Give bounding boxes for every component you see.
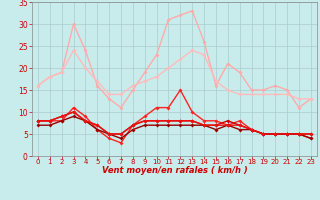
X-axis label: Vent moyen/en rafales ( km/h ): Vent moyen/en rafales ( km/h ): [101, 166, 247, 175]
